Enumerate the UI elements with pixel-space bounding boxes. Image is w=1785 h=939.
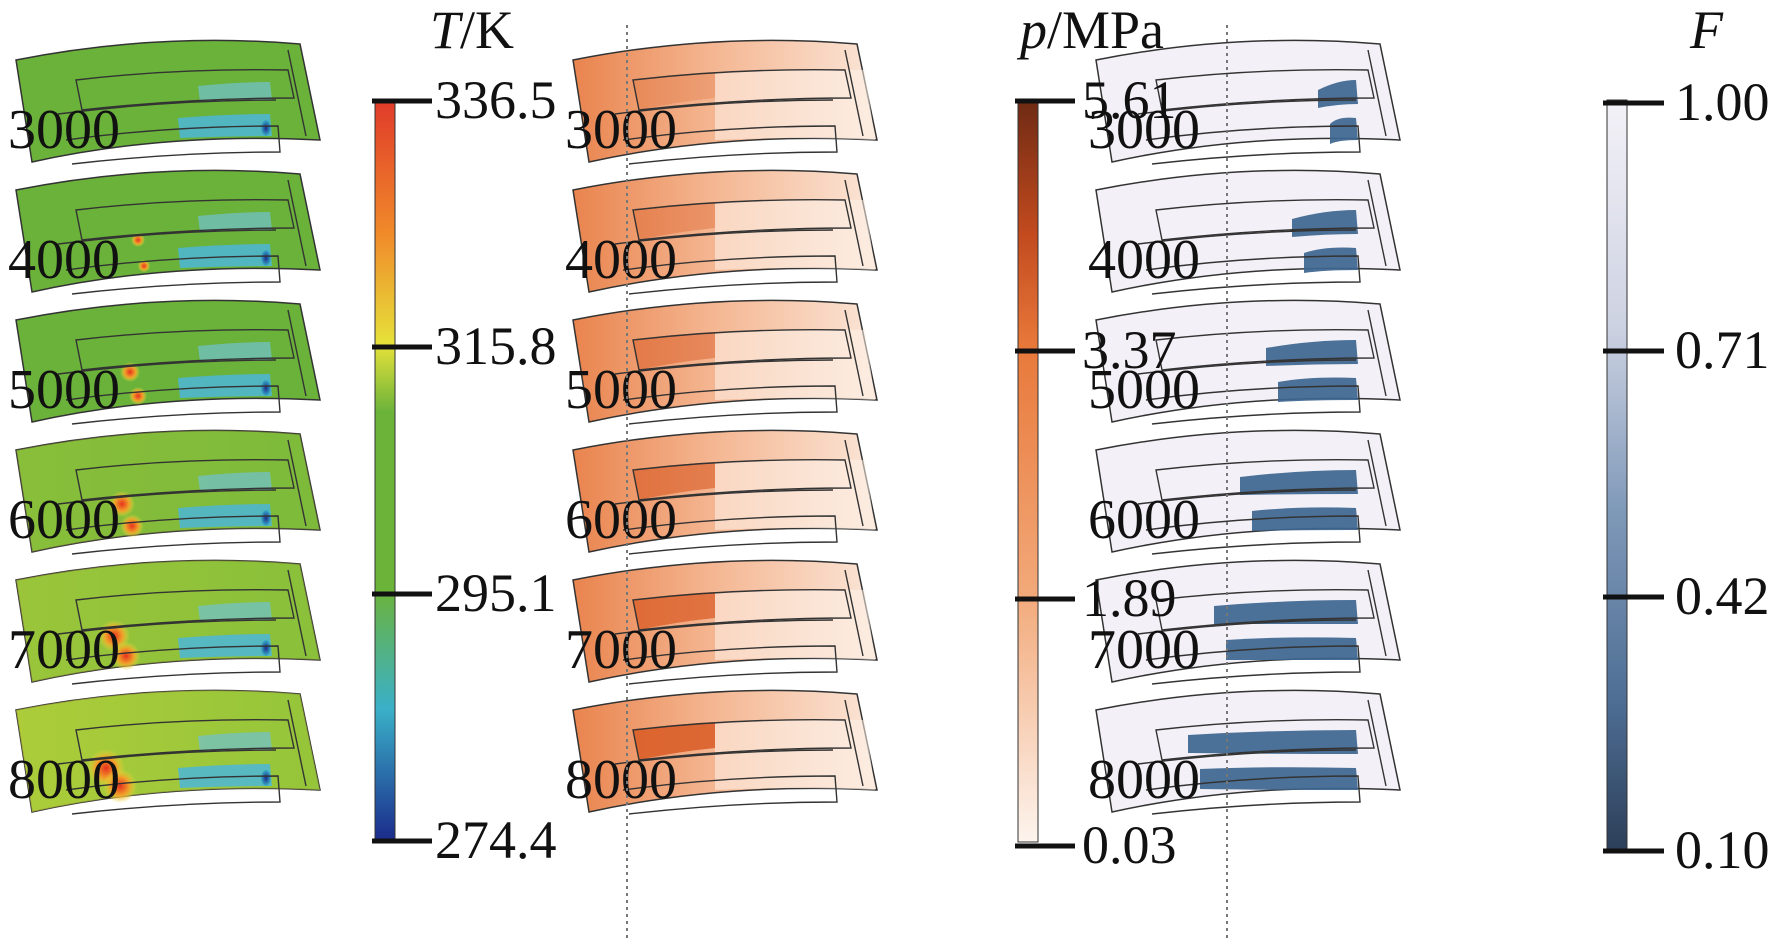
tick-label: 295.1 — [435, 563, 557, 623]
plate-fraction: 5000 — [1088, 299, 1401, 425]
speed-label: 7000 — [565, 619, 677, 681]
speed-label: 7000 — [8, 619, 120, 681]
plate-temperature: 5000 — [8, 299, 321, 425]
tick-label: 0.42 — [1675, 566, 1770, 626]
speed-label: 8000 — [1088, 749, 1200, 811]
speed-label: 3000 — [8, 99, 120, 161]
tick-label: 3.37 — [1082, 320, 1177, 380]
tick-label: 336.5 — [435, 70, 557, 130]
plate-pressure: 7000 — [565, 559, 878, 685]
plate-temperature: 7000 — [8, 559, 321, 685]
tick-label: 5.61 — [1082, 70, 1177, 130]
speed-label: 4000 — [1088, 229, 1200, 291]
plate-pressure: 4000 — [565, 169, 878, 295]
speed-label: 6000 — [8, 489, 120, 551]
plate-fraction: 4000 — [1088, 169, 1401, 295]
panels-layer: 3000 4000 5000 6000 7000 8000 3000 4000 5000 6000… — [8, 39, 1401, 815]
speed-label: 3000 — [1088, 99, 1200, 161]
speed-label: 5000 — [8, 359, 120, 421]
speed-label: 6000 — [565, 489, 677, 551]
colorbar-fraction: F 1.00 0.71 0.42 0.10 — [1603, 0, 1770, 880]
speed-label: 7000 — [1088, 619, 1200, 681]
speed-label: 4000 — [565, 229, 677, 291]
speed-label: 3000 — [565, 99, 677, 161]
plate-fraction: 8000 — [1088, 689, 1401, 815]
panel-temperature: 3000 4000 5000 6000 7000 8000 — [8, 39, 321, 815]
plate-temperature: 6000 — [8, 429, 321, 555]
tick-label: 0.71 — [1675, 320, 1770, 380]
tick-label: 315.8 — [435, 316, 557, 376]
plate-pressure: 8000 — [565, 689, 878, 815]
tick-label: 0.10 — [1675, 820, 1770, 880]
panel-fraction: 3000 4000 5000 6000 7000 8000 — [1088, 39, 1401, 815]
plate-pressure: 3000 — [565, 39, 878, 165]
plate-pressure: 5000 — [565, 299, 878, 425]
plate-fraction: 6000 — [1088, 429, 1401, 555]
speed-label: 4000 — [8, 229, 120, 291]
plate-temperature: 4000 — [8, 169, 321, 295]
speed-label: 5000 — [565, 359, 677, 421]
speed-label: 8000 — [8, 749, 120, 811]
colorbar-temperature: T/K 336.5 315.8 295.1 274.4 — [372, 0, 557, 870]
title-pressure: p/MPa — [1016, 0, 1164, 60]
title-fraction: F — [1689, 0, 1724, 60]
plate-temperature: 3000 — [8, 39, 321, 165]
title-temperature: T/K — [430, 0, 514, 60]
plate-fraction: 3000 — [1088, 39, 1401, 165]
colorbar-pressure: p/MPa 5.61 3.37 1.89 0.03 — [1015, 0, 1177, 875]
tick-label: 274.4 — [435, 810, 557, 870]
plate-pressure: 6000 — [565, 429, 878, 555]
speed-label: 8000 — [565, 749, 677, 811]
plate-temperature: 8000 — [8, 689, 321, 815]
tick-label: 0.03 — [1082, 815, 1177, 875]
tick-label: 1.00 — [1675, 72, 1770, 132]
plate-fraction: 7000 — [1088, 559, 1401, 685]
tick-label: 1.89 — [1082, 568, 1177, 628]
speed-label: 5000 — [1088, 359, 1200, 421]
speed-label: 6000 — [1088, 489, 1200, 551]
panel-pressure: 3000 4000 5000 6000 7000 8000 — [565, 39, 878, 815]
